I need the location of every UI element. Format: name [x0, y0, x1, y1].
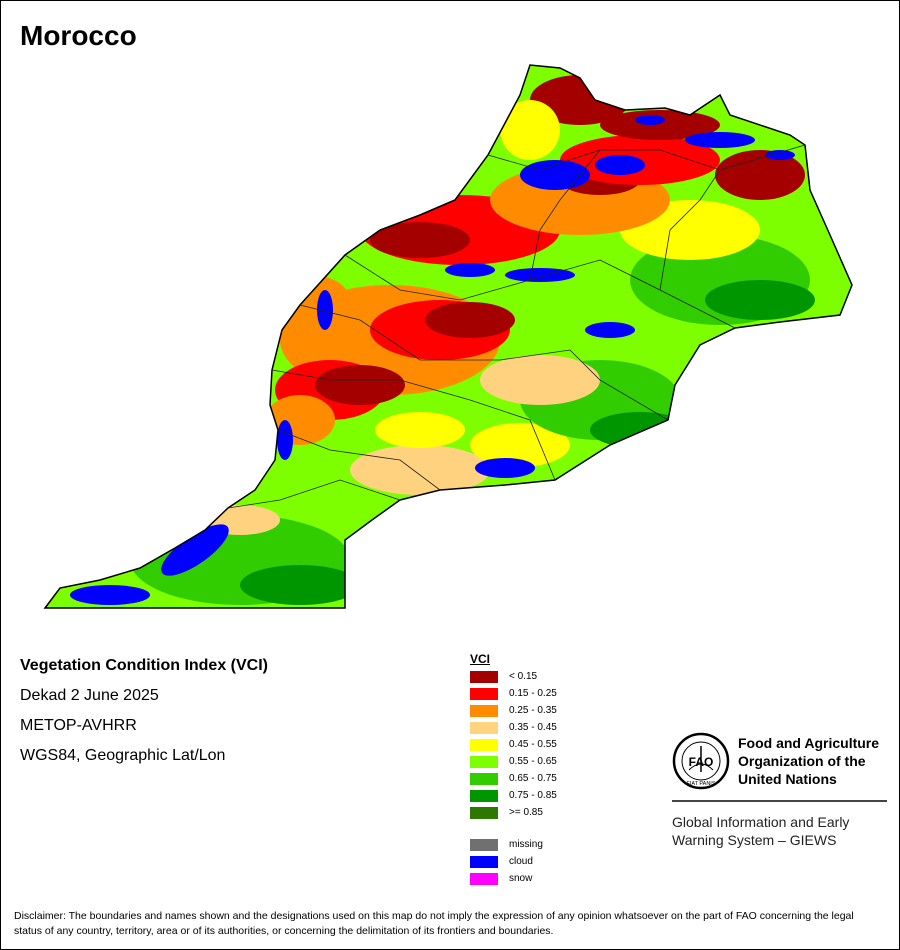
legend-item: cloud: [470, 853, 620, 870]
legend-label: snow: [509, 873, 533, 884]
legend-swatch: [470, 855, 498, 868]
legend-swatch: [470, 670, 498, 683]
legend-swatch: [470, 872, 498, 885]
fao-block: FAO FIAT PANIS Food and Agriculture Orga…: [672, 730, 890, 850]
dekad-label: Dekad 2 June 2025: [20, 687, 159, 704]
legend-swatch: [470, 789, 498, 802]
projection-label: WGS84, Geographic Lat/Lon: [20, 747, 226, 764]
legend-swatch: [470, 838, 498, 851]
legend-item: 0.75 - 0.85: [470, 787, 620, 804]
divider: [672, 800, 887, 802]
legend-label: cloud: [509, 856, 533, 867]
country-title: Morocco: [20, 20, 137, 51]
fao-motto: FIAT PANIS: [686, 781, 715, 787]
legend-swatch: [470, 738, 498, 751]
index-title: Vegetation Condition Index (VCI): [20, 657, 268, 674]
sensor-label: METOP-AVHRR: [20, 717, 137, 734]
legend-item: 0.65 - 0.75: [470, 770, 620, 787]
country-boundary: [43, 64, 853, 609]
legend-label: 0.35 - 0.45: [509, 722, 557, 733]
legend-item: 0.25 - 0.35: [470, 702, 620, 719]
disclaimer: Disclaimer: The boundaries and names sho…: [14, 910, 854, 937]
legend-swatch: [470, 704, 498, 717]
legend-label: 0.75 - 0.85: [509, 790, 557, 801]
fao-name-line: Food and Agriculture: [738, 735, 880, 751]
legend-label: 0.55 - 0.65: [509, 756, 557, 767]
legend-title: VCI: [470, 652, 491, 666]
fao-name: Food and Agriculture Organization of the…: [738, 734, 898, 788]
legend-label: 0.45 - 0.55: [509, 739, 557, 750]
legend-label: missing: [509, 839, 543, 850]
fao-name-line: Organization of the: [738, 753, 866, 769]
legend-swatch: [470, 721, 498, 734]
legend-label: 0.25 - 0.35: [509, 705, 557, 716]
fao-logo-text: FAO: [689, 755, 714, 769]
legend-item: >= 0.85: [470, 804, 620, 821]
legend-label: < 0.15: [509, 671, 538, 682]
legend-item: snow: [470, 870, 620, 887]
fao-logo-icon: FAO FIAT PANIS: [672, 732, 730, 790]
legend-swatch: [470, 772, 498, 785]
legend-swatch: [470, 806, 498, 819]
legend-label: 0.65 - 0.75: [509, 773, 557, 784]
giews-line: Global Information and Early: [672, 814, 850, 830]
legend-item: 0.45 - 0.55: [470, 736, 620, 753]
legend-label: >= 0.85: [509, 807, 543, 818]
vci-map: [43, 64, 853, 609]
legend-other: missing cloud snow: [470, 836, 620, 887]
legend-item: 0.55 - 0.65: [470, 753, 620, 770]
region-boundaries: [227, 144, 806, 509]
legend-item: 0.35 - 0.45: [470, 719, 620, 736]
giews-line: Warning System – GIEWS: [672, 832, 837, 848]
vci-legend: VCI < 0.15 0.15 - 0.25 0.25 - 0.35 0.35 - 0…: [470, 652, 620, 887]
giews-label: Global Information and Early Warning Sys…: [672, 813, 849, 849]
legend-item: 0.15 - 0.25: [470, 685, 620, 702]
fao-name-line: United Nations: [738, 771, 837, 787]
legend-label: 0.15 - 0.25: [509, 688, 557, 699]
legend-swatch: [470, 687, 498, 700]
legend-item: < 0.15: [470, 668, 620, 685]
legend-swatch: [470, 755, 498, 768]
legend-item: missing: [470, 836, 620, 853]
legend-classes: < 0.15 0.15 - 0.25 0.25 - 0.35 0.35 - 0.45 0…: [470, 668, 620, 821]
